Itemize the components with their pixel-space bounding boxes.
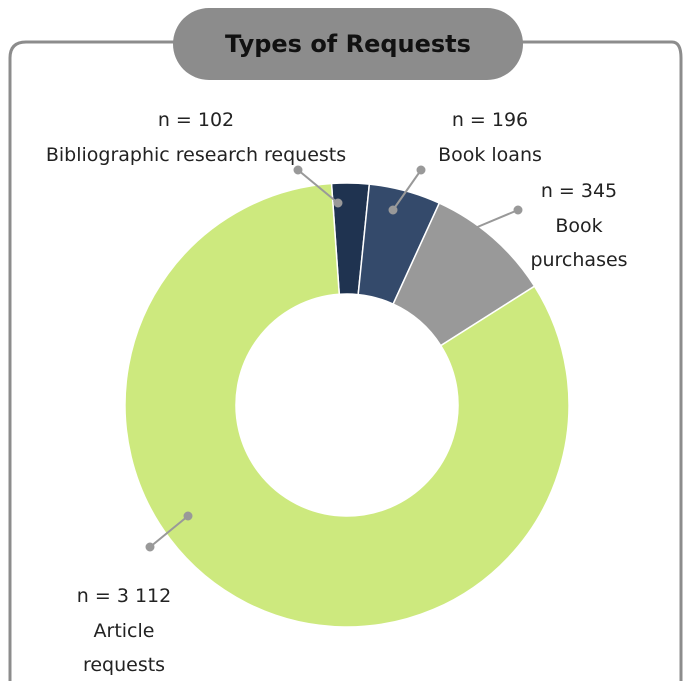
- leader-lines: [145, 165, 523, 552]
- leader-dot: [333, 198, 343, 208]
- value-label: n = 3 112: [76, 585, 172, 607]
- value-label: n = 345: [540, 180, 618, 202]
- leader-dot: [183, 511, 193, 521]
- value-label: n = 196: [451, 109, 529, 131]
- title-pill: [173, 8, 523, 80]
- leader-line: [474, 209, 519, 229]
- leader-line: [297, 169, 339, 204]
- category-label: Book purchases: [530, 215, 628, 271]
- chart-title: Types of Requests: [225, 30, 471, 58]
- value-label: n = 102: [157, 109, 235, 131]
- category-label: Bibliographic research requests: [45, 144, 347, 166]
- leader-dot: [513, 205, 523, 215]
- leader-line: [149, 515, 189, 548]
- category-label: Book loans: [438, 144, 542, 166]
- leader-dot: [293, 165, 303, 175]
- category-label: Article requests: [82, 620, 166, 676]
- leader-dot: [388, 205, 398, 215]
- donut: [124, 182, 570, 628]
- leader-dot: [416, 165, 426, 175]
- leader-line: [392, 169, 422, 211]
- donut-slice: [124, 182, 570, 628]
- leader-dot: [145, 542, 155, 552]
